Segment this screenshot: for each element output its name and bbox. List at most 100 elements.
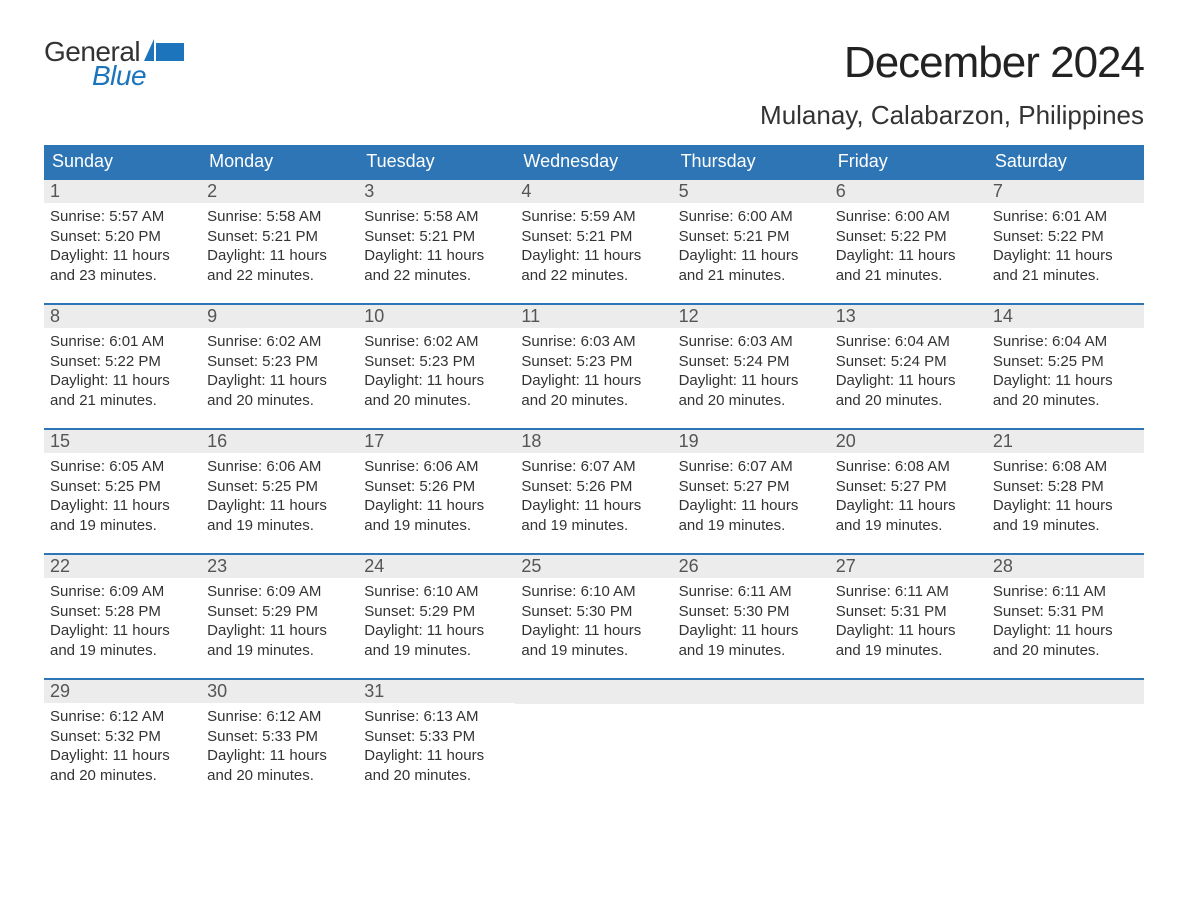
weekday-header-row: SundayMondayTuesdayWednesdayThursdayFrid… <box>44 145 1144 178</box>
sunset-line: Sunset: 5:31 PM <box>993 602 1138 622</box>
sunset-line: Sunset: 5:26 PM <box>521 477 666 497</box>
sunrise-line: Sunrise: 6:00 AM <box>836 207 981 227</box>
calendar-day: 5Sunrise: 6:00 AMSunset: 5:21 PMDaylight… <box>673 180 830 285</box>
daylight-line1: Daylight: 11 hours <box>207 621 352 641</box>
day-body: Sunrise: 6:09 AMSunset: 5:29 PMDaylight:… <box>201 578 358 660</box>
daylight-line2: and 20 minutes. <box>679 391 824 411</box>
daylight-line1: Daylight: 11 hours <box>50 246 195 266</box>
calendar-day: 26Sunrise: 6:11 AMSunset: 5:30 PMDayligh… <box>673 555 830 660</box>
day-body: Sunrise: 6:00 AMSunset: 5:21 PMDaylight:… <box>673 203 830 285</box>
daylight-line2: and 19 minutes. <box>50 641 195 661</box>
calendar-day <box>830 680 987 785</box>
day-body: Sunrise: 6:13 AMSunset: 5:33 PMDaylight:… <box>358 703 515 785</box>
calendar-week: 29Sunrise: 6:12 AMSunset: 5:32 PMDayligh… <box>44 678 1144 785</box>
calendar-day <box>515 680 672 785</box>
daylight-line1: Daylight: 11 hours <box>521 496 666 516</box>
sunrise-line: Sunrise: 6:09 AM <box>50 582 195 602</box>
sunset-line: Sunset: 5:31 PM <box>836 602 981 622</box>
sunrise-line: Sunrise: 6:07 AM <box>521 457 666 477</box>
day-number: 25 <box>515 555 672 578</box>
daylight-line2: and 21 minutes. <box>50 391 195 411</box>
day-number: 31 <box>358 680 515 703</box>
sunrise-line: Sunrise: 5:58 AM <box>364 207 509 227</box>
day-body: Sunrise: 5:58 AMSunset: 5:21 PMDaylight:… <box>201 203 358 285</box>
daylight-line1: Daylight: 11 hours <box>207 371 352 391</box>
day-number: 5 <box>673 180 830 203</box>
sunrise-line: Sunrise: 5:57 AM <box>50 207 195 227</box>
day-number: 28 <box>987 555 1144 578</box>
weeks-container: 1Sunrise: 5:57 AMSunset: 5:20 PMDaylight… <box>44 178 1144 785</box>
sunset-line: Sunset: 5:23 PM <box>521 352 666 372</box>
daylight-line1: Daylight: 11 hours <box>993 371 1138 391</box>
sunset-line: Sunset: 5:27 PM <box>836 477 981 497</box>
sunset-line: Sunset: 5:27 PM <box>679 477 824 497</box>
sunrise-line: Sunrise: 6:04 AM <box>993 332 1138 352</box>
daylight-line1: Daylight: 11 hours <box>50 746 195 766</box>
day-body: Sunrise: 6:06 AMSunset: 5:25 PMDaylight:… <box>201 453 358 535</box>
day-number: 9 <box>201 305 358 328</box>
daylight-line2: and 19 minutes. <box>364 516 509 536</box>
top-row: General Blue December 2024 Mulanay, Cala… <box>44 38 1144 131</box>
daylight-line1: Daylight: 11 hours <box>364 371 509 391</box>
sunrise-line: Sunrise: 5:59 AM <box>521 207 666 227</box>
sunset-line: Sunset: 5:21 PM <box>521 227 666 247</box>
day-number: 20 <box>830 430 987 453</box>
sunrise-line: Sunrise: 6:13 AM <box>364 707 509 727</box>
calendar-day: 30Sunrise: 6:12 AMSunset: 5:33 PMDayligh… <box>201 680 358 785</box>
day-number: 27 <box>830 555 987 578</box>
calendar-day: 12Sunrise: 6:03 AMSunset: 5:24 PMDayligh… <box>673 305 830 410</box>
day-body: Sunrise: 6:07 AMSunset: 5:27 PMDaylight:… <box>673 453 830 535</box>
day-body: Sunrise: 6:03 AMSunset: 5:23 PMDaylight:… <box>515 328 672 410</box>
weekday-header: Saturday <box>987 145 1144 178</box>
day-number: 6 <box>830 180 987 203</box>
daylight-line1: Daylight: 11 hours <box>679 371 824 391</box>
sunset-line: Sunset: 5:33 PM <box>364 727 509 747</box>
daylight-line1: Daylight: 11 hours <box>50 621 195 641</box>
calendar-day <box>987 680 1144 785</box>
sunset-line: Sunset: 5:29 PM <box>364 602 509 622</box>
day-number: 26 <box>673 555 830 578</box>
sunset-line: Sunset: 5:30 PM <box>679 602 824 622</box>
sunrise-line: Sunrise: 6:03 AM <box>521 332 666 352</box>
calendar-day: 17Sunrise: 6:06 AMSunset: 5:26 PMDayligh… <box>358 430 515 535</box>
location-label: Mulanay, Calabarzon, Philippines <box>760 100 1144 131</box>
daylight-line1: Daylight: 11 hours <box>50 371 195 391</box>
daylight-line2: and 19 minutes. <box>679 516 824 536</box>
sunset-line: Sunset: 5:28 PM <box>993 477 1138 497</box>
daylight-line2: and 19 minutes. <box>50 516 195 536</box>
calendar-day: 28Sunrise: 6:11 AMSunset: 5:31 PMDayligh… <box>987 555 1144 660</box>
calendar-week: 15Sunrise: 6:05 AMSunset: 5:25 PMDayligh… <box>44 428 1144 535</box>
sunrise-line: Sunrise: 6:00 AM <box>679 207 824 227</box>
day-number-empty <box>515 680 672 704</box>
daylight-line1: Daylight: 11 hours <box>207 246 352 266</box>
day-number: 18 <box>515 430 672 453</box>
daylight-line2: and 19 minutes. <box>993 516 1138 536</box>
day-number: 30 <box>201 680 358 703</box>
calendar-day: 18 Sunrise: 6:07 AMSunset: 5:26 PMDayligh… <box>515 430 672 535</box>
sunset-line: Sunset: 5:21 PM <box>207 227 352 247</box>
sunset-line: Sunset: 5:22 PM <box>836 227 981 247</box>
daylight-line2: and 20 minutes. <box>364 391 509 411</box>
calendar-day: 1Sunrise: 5:57 AMSunset: 5:20 PMDaylight… <box>44 180 201 285</box>
sunrise-line: Sunrise: 6:08 AM <box>836 457 981 477</box>
day-number: 13 <box>830 305 987 328</box>
weekday-header: Monday <box>201 145 358 178</box>
weekday-header: Tuesday <box>358 145 515 178</box>
calendar-day: 27Sunrise: 6:11 AMSunset: 5:31 PMDayligh… <box>830 555 987 660</box>
sunrise-line: Sunrise: 6:12 AM <box>50 707 195 727</box>
calendar-day: 23Sunrise: 6:09 AMSunset: 5:29 PMDayligh… <box>201 555 358 660</box>
sunrise-line: Sunrise: 6:11 AM <box>993 582 1138 602</box>
daylight-line2: and 19 minutes. <box>207 516 352 536</box>
day-body: Sunrise: 6:05 AMSunset: 5:25 PMDaylight:… <box>44 453 201 535</box>
day-body: Sunrise: 6:12 AMSunset: 5:32 PMDaylight:… <box>44 703 201 785</box>
sunset-line: Sunset: 5:24 PM <box>836 352 981 372</box>
daylight-line2: and 23 minutes. <box>50 266 195 286</box>
calendar-day: 16Sunrise: 6:06 AMSunset: 5:25 PMDayligh… <box>201 430 358 535</box>
daylight-line2: and 19 minutes. <box>207 641 352 661</box>
day-body: Sunrise: 6:06 AMSunset: 5:26 PMDaylight:… <box>358 453 515 535</box>
day-number: 8 <box>44 305 201 328</box>
daylight-line1: Daylight: 11 hours <box>836 246 981 266</box>
day-number: 7 <box>987 180 1144 203</box>
sunrise-line: Sunrise: 6:04 AM <box>836 332 981 352</box>
daylight-line2: and 21 minutes. <box>679 266 824 286</box>
